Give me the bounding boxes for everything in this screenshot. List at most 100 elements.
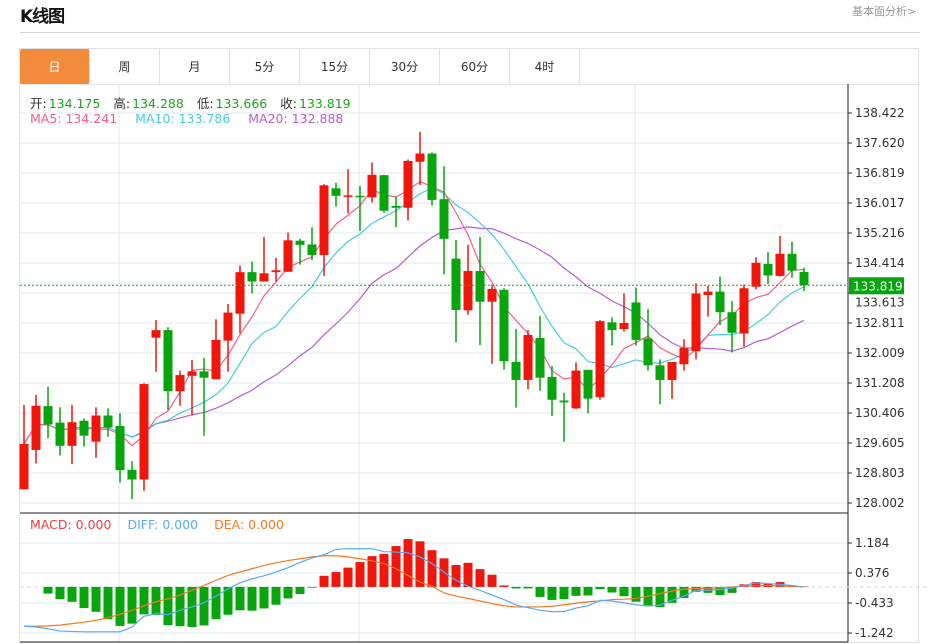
macd-bar bbox=[139, 586, 149, 615]
macd-bar bbox=[535, 586, 545, 597]
candle bbox=[115, 413, 125, 483]
macd-bar bbox=[295, 586, 305, 594]
macd-bar bbox=[499, 585, 509, 587]
high-value: 134.288 bbox=[132, 96, 184, 111]
dea-value: DEA: 0.000 bbox=[214, 517, 284, 532]
dea-line bbox=[24, 555, 805, 627]
candle bbox=[475, 236, 485, 346]
candle bbox=[19, 405, 29, 490]
candle-body bbox=[139, 384, 149, 480]
candle bbox=[739, 284, 749, 347]
candle-body bbox=[631, 302, 641, 340]
candle-body bbox=[175, 375, 185, 392]
candle bbox=[55, 407, 65, 456]
macd-bar bbox=[715, 586, 725, 596]
macd-bar bbox=[751, 582, 761, 587]
tab-30min[interactable]: 30分 bbox=[370, 49, 440, 85]
macd-bar bbox=[691, 586, 701, 592]
candle-body bbox=[127, 469, 137, 480]
candle-body bbox=[295, 240, 305, 245]
macd-bar bbox=[667, 586, 677, 603]
candle-body bbox=[643, 338, 653, 366]
candle bbox=[535, 315, 545, 391]
macd-bar bbox=[391, 546, 401, 587]
candle-body bbox=[151, 330, 161, 338]
candle bbox=[415, 131, 425, 185]
ma-legend: MA5: 134.241 MA10: 133.786 MA20: 132.888 bbox=[30, 111, 345, 126]
price-tick-label: 129.605 bbox=[855, 436, 905, 450]
candle bbox=[463, 244, 473, 315]
candle bbox=[127, 461, 137, 500]
price-tick-label: 130.406 bbox=[855, 406, 905, 420]
candle-body bbox=[607, 322, 617, 331]
candle bbox=[223, 303, 233, 372]
open-label: 开: bbox=[30, 96, 47, 111]
candle bbox=[259, 236, 269, 282]
candle-body bbox=[559, 400, 569, 403]
candle bbox=[679, 339, 689, 371]
price-tick-label: 134.414 bbox=[855, 256, 905, 270]
page-title: K线图 bbox=[20, 7, 65, 27]
tab-15min[interactable]: 15分 bbox=[300, 49, 370, 85]
candle bbox=[79, 418, 89, 447]
low-label: 低: bbox=[196, 96, 214, 111]
tab-month[interactable]: 月 bbox=[160, 49, 230, 85]
macd-bar bbox=[631, 586, 641, 602]
tab-bar-filler bbox=[580, 49, 919, 85]
candle bbox=[211, 319, 221, 380]
macd-bar bbox=[343, 567, 353, 587]
candle bbox=[139, 383, 149, 491]
candle bbox=[787, 241, 797, 278]
macd-bar bbox=[43, 586, 53, 594]
candle bbox=[583, 369, 593, 414]
candle-body bbox=[739, 288, 749, 334]
macd-bar bbox=[355, 562, 365, 587]
candle bbox=[547, 366, 557, 416]
candle-body bbox=[259, 273, 269, 282]
tab-day[interactable]: 日 bbox=[20, 49, 90, 85]
candle-body bbox=[511, 361, 521, 380]
candle bbox=[487, 284, 497, 364]
candle bbox=[655, 359, 665, 405]
candle-body bbox=[115, 425, 125, 471]
candle-body bbox=[751, 262, 761, 287]
macd-bar bbox=[415, 541, 425, 587]
tab-4hour[interactable]: 4时 bbox=[510, 49, 580, 85]
candle bbox=[331, 182, 341, 207]
candle-body bbox=[67, 422, 77, 446]
price-tick-label: 136.017 bbox=[855, 196, 905, 210]
candle bbox=[271, 257, 281, 282]
low-value: 133.666 bbox=[215, 96, 268, 111]
candle-body bbox=[655, 365, 665, 380]
candle bbox=[727, 300, 737, 353]
candle-body bbox=[415, 153, 425, 162]
macd-tick-label: 1.184 bbox=[855, 536, 889, 550]
candle-body bbox=[43, 406, 53, 425]
tab-5min[interactable]: 5分 bbox=[230, 49, 300, 85]
candle-body bbox=[499, 289, 509, 362]
candle bbox=[511, 329, 521, 408]
tab-week[interactable]: 周 bbox=[90, 49, 160, 85]
tab-60min[interactable]: 60分 bbox=[440, 49, 510, 85]
candle-body bbox=[427, 153, 437, 200]
candle bbox=[439, 166, 449, 275]
fundamental-analysis-link[interactable]: 基本面分析> bbox=[852, 5, 917, 18]
candle bbox=[715, 276, 725, 325]
candle-body bbox=[307, 244, 317, 255]
candle-body bbox=[775, 253, 785, 276]
candle-body bbox=[31, 405, 41, 450]
price-tick-label: 135.216 bbox=[855, 226, 905, 240]
candle-body bbox=[283, 240, 293, 272]
macd-bar bbox=[103, 586, 113, 620]
macd-bar bbox=[259, 586, 269, 609]
macd-bar bbox=[163, 586, 173, 626]
candle bbox=[667, 361, 677, 400]
macd-bar bbox=[559, 586, 569, 600]
candle-body bbox=[487, 288, 497, 302]
macd-bar bbox=[151, 586, 161, 616]
candle-body bbox=[595, 321, 605, 398]
candle bbox=[427, 152, 437, 206]
candle bbox=[391, 196, 401, 228]
candle bbox=[91, 407, 101, 458]
